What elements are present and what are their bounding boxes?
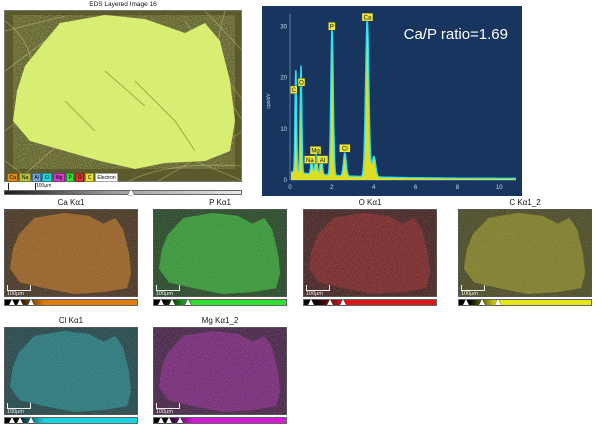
map-color-slider-p[interactable] xyxy=(153,299,287,306)
svg-text:Ca: Ca xyxy=(364,15,372,21)
element-map-mg xyxy=(153,327,287,415)
spectrum-trace xyxy=(291,17,516,179)
y-tick-label: 0 xyxy=(284,178,288,184)
map-title-cl: Cl Kα1 xyxy=(58,316,84,325)
peak-label-al: Al xyxy=(316,155,329,164)
peak-label-mg: Mg xyxy=(309,146,322,155)
layered-scale-label: 100µm xyxy=(36,183,52,189)
svg-text:P: P xyxy=(330,25,334,31)
element-map-c xyxy=(458,209,592,297)
slider-thumb[interactable] xyxy=(308,299,315,305)
element-map-o xyxy=(303,209,437,297)
x-tick-label: 8 xyxy=(456,185,460,191)
map-title-mg: Mg Kα1_2 xyxy=(201,316,239,325)
ca-p-ratio: Ca/P ratio=1.69 xyxy=(403,26,508,43)
slider-thumb[interactable] xyxy=(184,299,191,305)
x-tick-label: 0 xyxy=(288,185,292,191)
peak-label-p: P xyxy=(328,22,336,31)
peak-label-o: O xyxy=(297,77,306,87)
map-title-p: P Kα1 xyxy=(209,198,231,207)
layered-brightness-slider[interactable] xyxy=(4,190,242,195)
svg-text:Mg: Mg xyxy=(311,149,319,155)
map-color-slider-o[interactable] xyxy=(303,299,437,306)
legend-chip-ca: Ca xyxy=(7,173,19,182)
map-scale-label: 100µm xyxy=(7,409,24,415)
slider-thumb[interactable] xyxy=(158,299,165,305)
map-scale-bar xyxy=(156,403,180,409)
element-map-ca xyxy=(4,209,138,297)
map-color-slider-ca[interactable] xyxy=(4,299,138,306)
map-scale-label: 100µm xyxy=(156,409,173,415)
legend-chip-c: C xyxy=(85,173,94,182)
legend-chip-electron: Electron xyxy=(94,173,119,182)
svg-text:Al: Al xyxy=(320,158,325,164)
slider-thumb[interactable] xyxy=(27,299,34,305)
map-scale-bar xyxy=(156,285,180,291)
map-color-slider-c[interactable] xyxy=(458,299,592,306)
slider-thumb[interactable] xyxy=(9,417,16,423)
x-tick-label: 10 xyxy=(496,185,503,191)
y-tick-label: 30 xyxy=(280,24,287,30)
map-scale-bar xyxy=(7,403,31,409)
layered-slider-thumb[interactable] xyxy=(128,189,134,195)
svg-text:O: O xyxy=(299,80,304,86)
svg-text:C: C xyxy=(292,88,297,94)
x-tick-label: 2 xyxy=(330,185,334,191)
element-map-cl xyxy=(4,327,138,415)
slider-thumb[interactable] xyxy=(17,417,24,423)
eds-spectrum-panel: cps/eV 0 2 4 6 8 10 0 10 20 30 C O Na Mg Al P Cl Ca Ca/… xyxy=(262,6,522,196)
slider-thumb[interactable] xyxy=(27,417,34,423)
y-axis-label: cps/eV xyxy=(266,93,272,109)
layered-legend: Ca Na Al Cl Mg P O C Electron xyxy=(7,173,119,182)
legend-chip-al: Al xyxy=(31,173,42,182)
peak-label-na: Na xyxy=(304,155,316,164)
y-tick-label: 10 xyxy=(280,127,287,133)
slider-thumb[interactable] xyxy=(463,299,470,305)
map-scale-bar xyxy=(461,285,485,291)
svg-text:Cl: Cl xyxy=(342,147,348,153)
map-scale-label: 100µm xyxy=(461,291,478,297)
slider-thumb[interactable] xyxy=(168,299,175,305)
layered-image-title: EDS Layered Image 16 xyxy=(89,1,157,8)
slider-thumb[interactable] xyxy=(166,417,173,423)
map-title-c: C Kα1_2 xyxy=(509,198,541,207)
map-title-o: O Kα1 xyxy=(358,198,382,207)
legend-chip-o: O xyxy=(75,173,85,182)
layered-image xyxy=(4,10,242,182)
legend-chip-p: P xyxy=(65,173,75,182)
slider-thumb[interactable] xyxy=(17,299,24,305)
map-scale-label: 100µm xyxy=(7,291,24,297)
slider-thumb[interactable] xyxy=(495,299,502,305)
map-scale-label: 100µm xyxy=(156,291,173,297)
map-scale-bar xyxy=(306,285,330,291)
peak-label-c: C xyxy=(290,85,298,95)
legend-chip-cl: Cl xyxy=(42,173,52,182)
peak-label-ca: Ca xyxy=(361,12,374,22)
peak-label-cl: Cl xyxy=(339,144,351,153)
slider-thumb[interactable] xyxy=(9,299,16,305)
legend-chip-na: Na xyxy=(19,173,31,182)
x-tick-label: 6 xyxy=(414,185,418,191)
y-tick-label: 20 xyxy=(280,76,287,82)
legend-chip-mg: Mg xyxy=(53,173,65,182)
x-tick-label: 4 xyxy=(372,185,376,191)
map-color-slider-cl[interactable] xyxy=(4,417,138,424)
slider-thumb[interactable] xyxy=(479,299,486,305)
element-map-p xyxy=(153,209,287,297)
map-title-ca: Ca Kα1 xyxy=(57,198,85,207)
map-color-slider-mg[interactable] xyxy=(153,417,287,424)
map-scale-bar xyxy=(7,285,31,291)
slider-thumb[interactable] xyxy=(340,299,347,305)
map-scale-label: 100µm xyxy=(306,291,323,297)
slider-thumb[interactable] xyxy=(326,299,333,305)
slider-thumb[interactable] xyxy=(176,417,183,423)
svg-text:Na: Na xyxy=(306,158,314,164)
slider-thumb[interactable] xyxy=(158,417,165,423)
